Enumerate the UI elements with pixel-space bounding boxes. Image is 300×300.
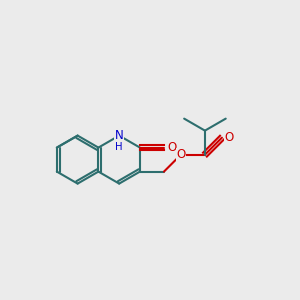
Text: O: O xyxy=(168,141,177,154)
Text: H: H xyxy=(116,142,123,152)
Text: O: O xyxy=(224,131,234,144)
Text: O: O xyxy=(176,148,186,161)
Text: N: N xyxy=(115,129,124,142)
